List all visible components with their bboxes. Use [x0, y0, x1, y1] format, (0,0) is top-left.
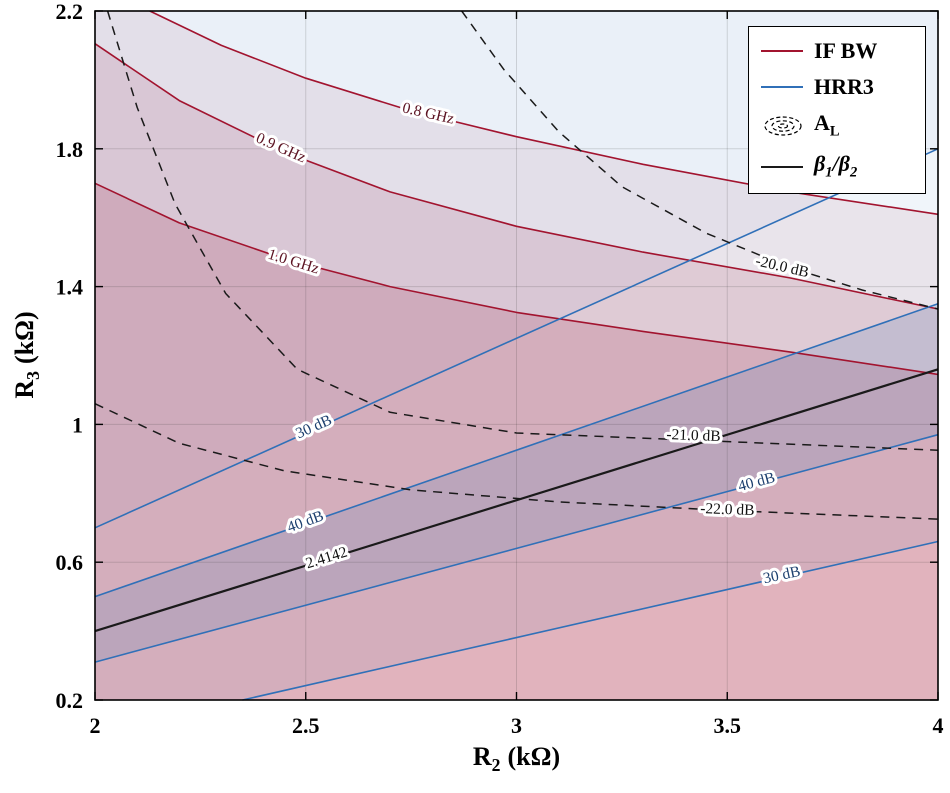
x-axis-subscript: 2 [491, 755, 501, 776]
tick-label: 4 [933, 713, 944, 738]
legend-label-hrr3: HRR3 [814, 74, 874, 100]
tick-label: 2.2 [56, 0, 84, 24]
contour-label: -21.0 dB [666, 426, 721, 445]
y-axis-label: R3 (kΩ) [10, 311, 44, 398]
fill-region-below-0.9GHz [95, 43, 938, 700]
tick-label: 0.2 [56, 688, 84, 713]
tick-label: 0.6 [56, 550, 84, 575]
contour-line [94, 403, 939, 520]
contour-line [94, 303, 939, 598]
hrr3-line-sample [761, 86, 803, 89]
contour-line [94, 148, 939, 529]
fill-region-band-40dB [95, 303, 938, 663]
tick-label: 2 [90, 713, 101, 738]
fill-region-above-30dB-upper [95, 11, 938, 528]
ifbw-line-sample [761, 50, 803, 53]
contour-label: -22.0 dB [700, 500, 755, 519]
contour-line [94, 368, 939, 633]
tick-label: 1 [72, 412, 83, 437]
tick-label: 3 [511, 713, 522, 738]
beta-line-sample [761, 165, 803, 168]
legend-label-al: AL [814, 110, 840, 140]
fill-region-band-30dB [95, 148, 938, 701]
tick-label: 2.5 [292, 713, 320, 738]
tick-label: 3.5 [714, 713, 742, 738]
black-line-icon [761, 165, 803, 168]
legend-label-if-bw: IF BW [814, 38, 878, 64]
legend-item-al: AL [761, 112, 913, 139]
legend-label-beta-ratio: β1/β2 [814, 151, 858, 181]
x-axis-label: R2 (kΩ) [95, 742, 938, 776]
contour-line [94, 43, 939, 310]
contour-line [94, 182, 939, 376]
contour-line [242, 540, 939, 701]
legend: IF BW HRR3 AL β1/β2 [748, 26, 926, 194]
fill-region-below-1.0GHz [95, 183, 938, 701]
y-axis-unit: (kΩ) [9, 311, 39, 364]
y-axis-symbol: R [9, 379, 39, 399]
blue-line-icon [761, 86, 803, 89]
contour-line [461, 10, 939, 310]
contour-rings-icon [764, 115, 802, 136]
tick-label: 1.8 [56, 137, 84, 162]
al-contour-sample [761, 113, 803, 139]
legend-item-beta-ratio: β1/β2 [761, 153, 913, 180]
tick-label: 1.4 [56, 275, 84, 300]
red-line-icon [761, 50, 803, 53]
contour-line [94, 433, 939, 663]
x-axis-symbol: R [472, 742, 492, 771]
x-axis-unit: (kΩ) [507, 742, 561, 771]
legend-item-hrr3: HRR3 [761, 76, 913, 98]
legend-item-if-bw: IF BW [761, 40, 913, 62]
contour-line [106, 10, 939, 451]
fill-region-below-0.8GHz [95, 11, 938, 700]
y-axis-subscript: 3 [23, 370, 44, 380]
